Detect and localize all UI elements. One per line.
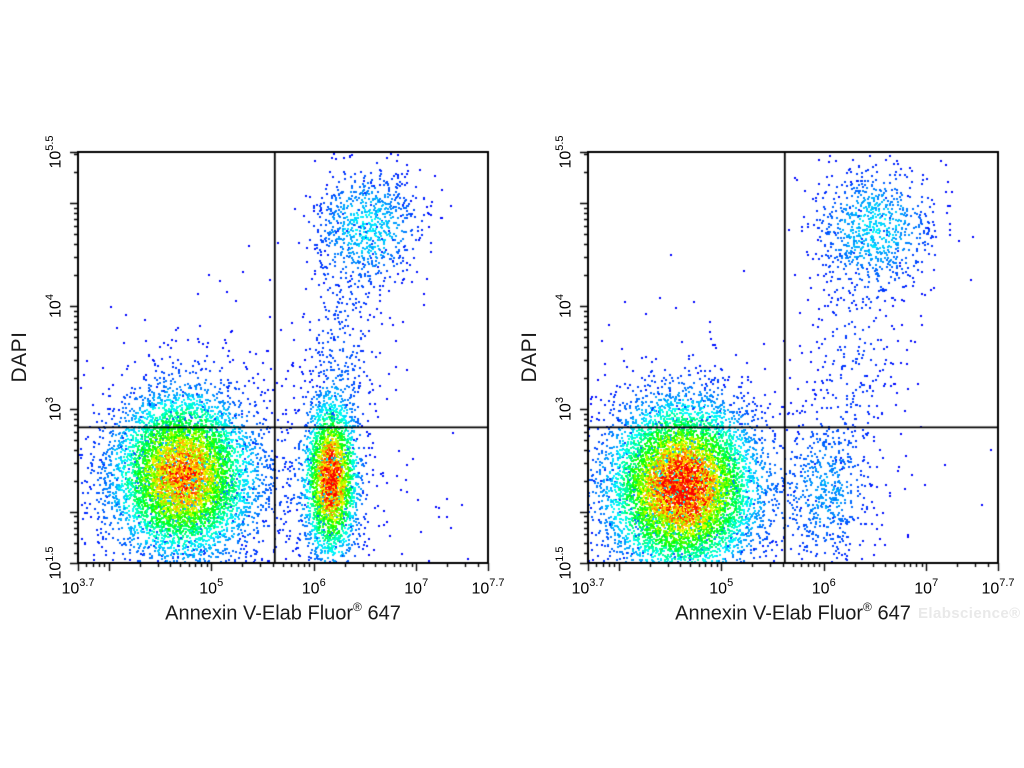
x-tick-label: 106 <box>811 577 836 598</box>
y-tick-label: 105.5 <box>554 135 575 169</box>
x-tick-label: 107.7 <box>981 577 1015 598</box>
x-tick-label: 106 <box>301 577 326 598</box>
registered-trademark-icon: ® <box>353 600 362 614</box>
y-tick-label: 103 <box>554 396 575 421</box>
brand-watermark: Elabscience® <box>918 605 1021 622</box>
x-axis-title-suffix: 647 <box>361 602 401 625</box>
x-axis-title-left: Annexin V-Elab Fluor® 647 <box>73 600 493 626</box>
y-tick-label: 104 <box>44 294 65 319</box>
y-tick-label: 104 <box>554 294 575 319</box>
x-tick-label: 107 <box>914 577 939 598</box>
x-tick-label: 105 <box>199 577 224 598</box>
y-tick-label: 105.5 <box>44 135 65 169</box>
x-tick-label: 107.7 <box>471 577 505 598</box>
y-tick-label: 101.5 <box>44 546 65 580</box>
x-tick-label: 103.7 <box>571 577 605 598</box>
x-tick-label: 105 <box>709 577 734 598</box>
x-axis-title-right: Annexin V-Elab Fluor® 647 <box>583 600 1003 626</box>
x-axis-title-text: Annexin V-Elab Fluor <box>675 602 864 625</box>
x-axis-title-suffix: 647 <box>871 602 911 625</box>
y-tick-label: 101.5 <box>554 546 575 580</box>
x-tick-label: 107 <box>404 577 429 598</box>
y-tick-label: 103 <box>44 396 65 421</box>
y-axis-title-left: DAPI <box>8 331 31 383</box>
registered-trademark-icon: ® <box>863 600 872 614</box>
x-tick-label: 103.7 <box>61 577 95 598</box>
y-axis-title-right: DAPI <box>518 331 541 383</box>
x-axis-title-text: Annexin V-Elab Fluor <box>165 602 354 625</box>
